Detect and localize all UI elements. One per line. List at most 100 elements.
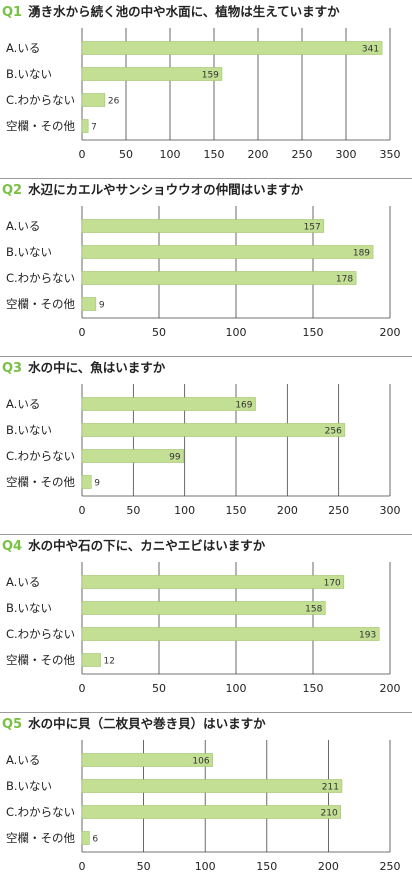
section-divider	[0, 356, 412, 357]
x-tick-label: 150	[303, 682, 324, 695]
data-label: 7	[91, 123, 97, 133]
data-label: 169	[235, 401, 252, 411]
data-label: 157	[304, 223, 321, 233]
data-label: 6	[92, 835, 98, 845]
question-number: Q3	[2, 361, 23, 376]
data-label: 256	[325, 427, 342, 437]
x-tick-label: 150	[204, 148, 225, 161]
x-tick-label: 100	[226, 326, 247, 339]
question-title: 湧き水から続く池の中や水面に、植物は生えていますか	[28, 4, 340, 19]
category-label: C.わからない	[6, 93, 75, 107]
survey-panel-q3: Q3 水の中に、魚はいますか 0 50 100 150 200 250 300 A.いる 169 B…	[0, 356, 412, 534]
x-tick-label: 200	[380, 326, 401, 339]
x-tick-label: 0	[79, 682, 86, 695]
category-label: C.わからない	[6, 805, 75, 819]
bar	[81, 475, 92, 489]
data-label: 178	[336, 275, 353, 285]
data-label: 211	[322, 783, 339, 793]
x-tick-label: 0	[79, 860, 86, 873]
bar	[81, 119, 89, 133]
x-tick-label: 50	[126, 504, 140, 517]
category-label: B.いない	[6, 601, 52, 615]
bar	[81, 575, 345, 589]
data-label: 341	[362, 45, 379, 55]
bar	[81, 653, 101, 667]
bar-chart-q1: 0 50 100 150 200 250 300 350 A.いる 341 B.いない 159 C.わか…	[6, 28, 401, 161]
x-tick-label: 150	[256, 860, 277, 873]
x-tick-label: 0	[79, 326, 86, 339]
x-tick-label: 100	[195, 860, 216, 873]
x-tick-label: 0	[79, 148, 86, 161]
data-label: 9	[99, 301, 105, 311]
x-tick-label: 250	[292, 148, 313, 161]
bar	[81, 753, 213, 767]
category-label: 空欄・その他	[6, 831, 75, 845]
x-tick-label: 200	[380, 682, 401, 695]
question-heading: Q1 湧き水から続く池の中や水面に、植物は生えていますか	[2, 2, 340, 22]
x-tick-label: 200	[248, 148, 269, 161]
category-label: B.いない	[6, 423, 52, 437]
category-label: B.いない	[6, 245, 52, 259]
x-tick-label: 100	[226, 682, 247, 695]
data-label: 9	[94, 479, 100, 489]
category-label: A.いる	[6, 41, 40, 55]
category-label: A.いる	[6, 219, 40, 233]
data-label: 26	[108, 97, 120, 107]
bar-chart-q3: 0 50 100 150 200 250 300 A.いる 169 B.いない 256 C.わからない…	[6, 384, 401, 517]
question-number: Q2	[2, 183, 23, 198]
category-label: 空欄・その他	[6, 475, 75, 489]
bar	[81, 397, 256, 411]
survey-panel-q2: Q2 水辺にカエルやサンショウウオの仲間はいますか 0 50 100 150 200 A.い…	[0, 178, 412, 356]
bar	[81, 297, 97, 311]
question-title: 水の中に貝（二枚貝や巻き貝）はいますか	[28, 716, 266, 731]
x-tick-label: 300	[380, 504, 401, 517]
section-divider	[0, 712, 412, 713]
x-tick-label: 50	[152, 326, 166, 339]
bar	[81, 601, 326, 615]
category-label: C.わからない	[6, 271, 75, 285]
x-tick-label: 250	[380, 860, 401, 873]
x-tick-label: 50	[137, 860, 151, 873]
question-title: 水の中に、魚はいますか	[28, 360, 166, 375]
question-heading: Q2 水辺にカエルやサンショウウオの仲間はいますか	[2, 180, 303, 200]
section-divider	[0, 178, 412, 179]
bar	[81, 67, 223, 81]
question-number: Q1	[2, 5, 23, 20]
category-label: C.わからない	[6, 627, 75, 641]
x-tick-label: 150	[226, 504, 247, 517]
data-label: 189	[353, 249, 370, 259]
category-label: A.いる	[6, 575, 40, 589]
question-title: 水辺にカエルやサンショウウオの仲間はいますか	[28, 182, 304, 197]
data-label: 99	[169, 453, 181, 463]
data-label: 210	[321, 809, 338, 819]
bar-chart-q2: 0 50 100 150 200 A.いる 157 B.いない 189 C.わからない 178 空欄・…	[6, 206, 401, 339]
x-tick-label: 100	[174, 504, 195, 517]
x-tick-label: 50	[152, 682, 166, 695]
question-heading: Q4 水の中や石の下に、カニやエビはいますか	[2, 536, 265, 556]
section-divider	[0, 534, 412, 535]
x-tick-label: 50	[119, 148, 133, 161]
x-tick-label: 150	[303, 326, 324, 339]
bar-chart-q5: 0 50 100 150 200 250 A.いる 106 B.いない 211 C.わからない 210…	[6, 740, 401, 873]
question-number: Q5	[2, 717, 23, 732]
category-label: 空欄・その他	[6, 119, 75, 133]
data-label: 159	[202, 71, 219, 81]
category-label: C.わからない	[6, 449, 75, 463]
x-tick-label: 200	[277, 504, 298, 517]
category-label: B.いない	[6, 67, 52, 81]
bar	[81, 93, 106, 107]
survey-panel-q4: Q4 水の中や石の下に、カニやエビはいますか 0 50 100 150 200 A.いる 17…	[0, 534, 412, 712]
category-label: A.いる	[6, 753, 40, 767]
bar-chart-q4: 0 50 100 150 200 A.いる 170 B.いない 158 C.わからない 193 空欄・…	[6, 562, 401, 695]
bar	[81, 219, 325, 233]
data-label: 170	[324, 579, 341, 589]
category-label: 空欄・その他	[6, 297, 75, 311]
bar	[81, 41, 383, 55]
category-label: 空欄・その他	[6, 653, 75, 667]
x-tick-label: 200	[318, 860, 339, 873]
category-label: B.いない	[6, 779, 52, 793]
x-tick-label: 350	[380, 148, 401, 161]
bar	[81, 779, 343, 793]
question-title: 水の中や石の下に、カニやエビはいますか	[28, 538, 266, 553]
question-heading: Q3 水の中に、魚はいますか	[2, 358, 165, 378]
